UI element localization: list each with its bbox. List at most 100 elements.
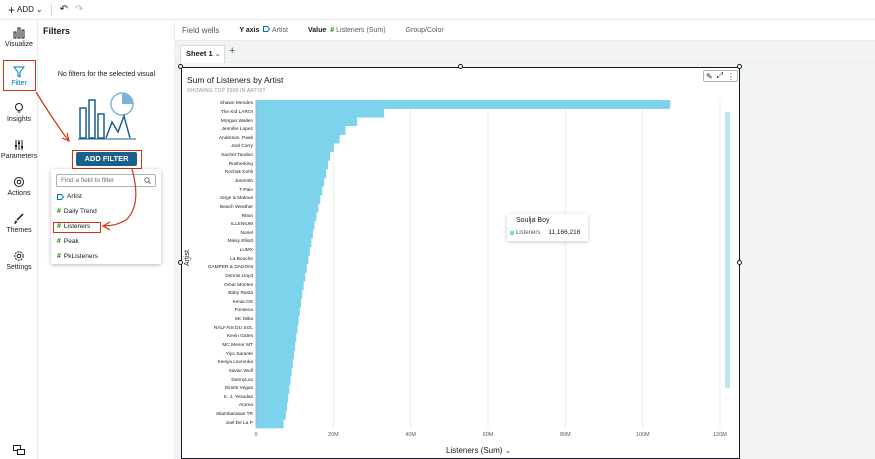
bar[interactable] [256,229,313,239]
bar[interactable] [256,410,286,420]
bar[interactable] [256,238,312,248]
bar-chart-visual[interactable]: Sum of Listeners by Artist SHOWING TOP 2… [181,67,740,459]
bar[interactable] [256,376,291,386]
y-category-label: Rochak Kohli [224,170,253,176]
resize-handle[interactable] [178,64,183,69]
rail-item-insights[interactable]: Insights [0,102,38,123]
y-category-label: Anderson .Paak [218,135,253,141]
tooltip-value: 11,166,216 [548,229,581,236]
add-menu-button[interactable]: + ADD ⌄ [8,4,43,16]
resize-handle[interactable] [737,64,742,69]
bar[interactable] [256,134,340,144]
bar[interactable] [256,108,385,118]
bar[interactable] [256,151,330,161]
group-color-well[interactable]: Group/Color [405,26,444,34]
expand-icon[interactable]: ⤢ [716,71,724,80]
field-item-label: Artist [67,193,82,200]
y-category-label: Morgan Wallen [220,118,253,124]
rail-label-insights: Insights [6,116,32,123]
field-item-label: PkListeners [63,253,98,260]
y-category-label: DannyLux [231,377,253,383]
feedback-chat-icon[interactable] [13,443,25,459]
redo-icon[interactable]: ↷ [75,4,84,15]
bar[interactable] [256,324,298,334]
x-axis-title[interactable]: Listeners (Sum) ⌄ [446,446,511,455]
resize-handle[interactable] [458,64,463,69]
bar[interactable] [256,307,300,317]
resize-handle[interactable] [737,260,742,265]
x-tick-label: 80M [559,432,571,438]
bar[interactable] [256,169,327,178]
x-tick-label: 0 [254,432,258,438]
bar[interactable] [256,255,309,265]
bar[interactable] [256,402,288,412]
bar[interactable] [256,358,293,368]
rail-item-settings[interactable]: Settings [0,250,38,271]
chevron-down-icon[interactable]: ⌄ [214,51,221,58]
bar[interactable] [256,384,290,394]
edit-icon[interactable]: ✎ [705,71,713,81]
chart-scrollbar[interactable] [725,112,730,388]
bar[interactable] [256,298,301,308]
bar[interactable] [256,117,358,127]
bar[interactable] [256,246,310,256]
x-tick-label: 40M [405,432,417,438]
bar[interactable] [256,289,303,299]
bar[interactable] [256,220,315,230]
value-well-value[interactable]: # Listeners (Sum) [330,27,385,34]
bar[interactable] [256,100,671,109]
bar[interactable] [256,264,307,273]
y-category-label: Keisya Levronka [217,360,253,366]
add-filter-button[interactable]: ADD FILTER [76,152,137,166]
bar[interactable] [256,160,329,170]
tooltip-label: Listeners [516,229,541,236]
bar[interactable] [256,143,334,153]
rail-item-filter[interactable]: Filter [0,66,38,87]
field-item-listeners[interactable]: # Listeners [57,223,90,230]
resize-handle[interactable] [178,260,183,265]
bar[interactable] [256,125,346,135]
y-category-label: Riton [241,213,253,219]
field-search-input[interactable]: Find a field to filter [56,174,156,187]
more-options-icon[interactable]: ⋮ [726,71,735,81]
bar[interactable] [256,177,325,187]
bar[interactable] [256,333,297,342]
bar[interactable] [256,419,284,429]
undo-icon[interactable]: ↶ [59,4,68,15]
rail-item-visualize[interactable]: Visualize [0,27,38,48]
x-axis-title-text: Listeners (Sum) [446,446,503,455]
field-wells-title[interactable]: Field wells [182,25,220,35]
annotation-box-listeners [53,222,101,233]
field-item-label: Listeners [63,223,91,230]
measure-hash-icon: # [330,26,335,34]
x-tick-label: 120M [713,432,727,438]
target-icon [14,177,24,187]
field-item-pklisteners[interactable]: # PkListeners [57,253,98,260]
field-item-peak[interactable]: # Peak [57,238,79,245]
rail-item-parameters[interactable]: Parameters [0,139,38,160]
field-search-placeholder: Find a field to filter [61,177,115,184]
bar[interactable] [256,350,295,360]
rail-item-actions[interactable]: Actions [0,176,38,197]
tab-sheet-1[interactable]: Sheet 1 ⌄ [180,45,225,63]
bar[interactable] [256,212,317,222]
bar[interactable] [256,194,321,204]
bar[interactable] [256,281,304,291]
add-sheet-button[interactable]: + [229,45,236,57]
bar[interactable] [256,393,289,403]
chart-plot-area [255,100,721,429]
measure-hash-icon: # [57,208,61,215]
bar[interactable] [256,186,323,196]
y-axis-well-value[interactable]: Artist [263,26,288,34]
field-item-artist[interactable]: Artist [57,193,82,200]
bar[interactable] [256,315,299,325]
y-category-label: Noriel [240,230,253,236]
rail-item-themes[interactable]: Themes [0,213,38,234]
field-item-daily-trend[interactable]: # Daily Trend [57,208,97,215]
bar[interactable] [256,367,292,377]
rail-label-settings: Settings [6,264,32,271]
bar[interactable] [256,272,306,282]
bar[interactable] [256,203,319,213]
bar[interactable] [256,341,296,351]
chevron-right-icon[interactable]: › [189,254,192,263]
